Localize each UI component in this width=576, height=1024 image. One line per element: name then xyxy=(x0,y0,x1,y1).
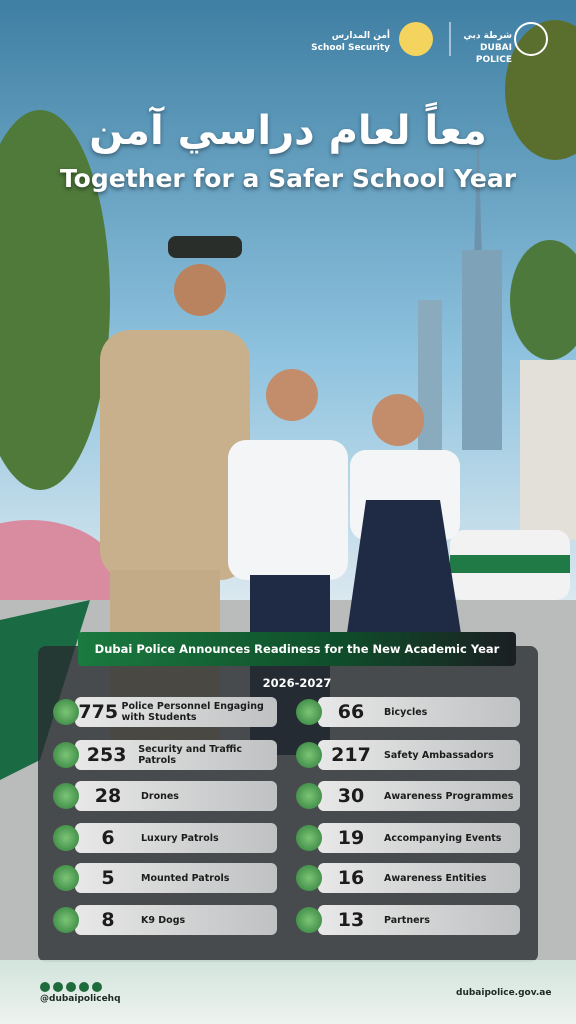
stat-number: 8 xyxy=(101,909,115,931)
stat-label: Accompanying Events xyxy=(384,832,502,844)
stat-icon xyxy=(53,865,79,891)
stat-item: 8 K9 Dogs xyxy=(75,905,277,935)
stat-label: Mounted Patrols xyxy=(141,872,230,884)
stat-item: 217 Safety Ambassadors xyxy=(318,740,520,770)
stat-item: 5 Mounted Patrols xyxy=(75,863,277,893)
stat-label: Luxury Patrols xyxy=(141,832,219,844)
stat-icon xyxy=(53,699,79,725)
stat-number: 6 xyxy=(101,827,115,849)
stat-icon xyxy=(296,907,322,933)
stat-label: K9 Dogs xyxy=(141,914,186,926)
stat-icon xyxy=(53,825,79,851)
stat-icon xyxy=(296,825,322,851)
stat-icon xyxy=(296,742,322,768)
stat-icon xyxy=(296,865,322,891)
stat-number: 28 xyxy=(94,785,122,807)
announcement-banner: Dubai Police Announces Readiness for the… xyxy=(78,632,516,690)
title-arabic: معاً لعام دراسي آمن xyxy=(89,108,487,154)
stat-label: Bicycles xyxy=(384,706,428,718)
footer: @dubaipolicehq dubaipolice.gov.ae xyxy=(0,960,576,1024)
school-logo-text: أمن المدارس School Security xyxy=(310,30,390,54)
social-icon[interactable] xyxy=(79,982,89,992)
stat-icon xyxy=(296,783,322,809)
website[interactable]: dubaipolice.gov.ae xyxy=(456,988,552,998)
stat-number: 13 xyxy=(337,909,365,931)
stat-item: 13 Partners xyxy=(318,905,520,935)
stat-label: Awareness Programmes xyxy=(384,790,514,802)
stat-item: 253 Security and Traffic Patrols xyxy=(75,740,277,770)
stat-item: 19 Accompanying Events xyxy=(318,823,520,853)
stat-icon xyxy=(53,742,79,768)
stat-item: 30 Awareness Programmes xyxy=(318,781,520,811)
stat-icon xyxy=(53,907,79,933)
social-icon[interactable] xyxy=(53,982,63,992)
social-icon[interactable] xyxy=(66,982,76,992)
stat-number: 5 xyxy=(101,867,115,889)
school-logo-ar: أمن المدارس xyxy=(331,31,390,41)
social-icon[interactable] xyxy=(92,982,102,992)
stat-icon xyxy=(53,783,79,809)
police-logo-ar: شرطة دبي xyxy=(463,31,512,41)
stat-item: 775 Police Personnel Engaging with Studen… xyxy=(75,697,277,727)
social-handle[interactable]: @dubaipolicehq xyxy=(40,994,121,1004)
title-english: Together for a Safer School Year xyxy=(59,164,517,193)
stat-number: 253 xyxy=(86,744,127,766)
stat-number: 775 xyxy=(78,701,119,723)
stat-icon xyxy=(296,699,322,725)
police-logo-en: DUBAI POLICE xyxy=(475,43,512,65)
stat-label: Partners xyxy=(384,914,430,926)
stat-label: Drones xyxy=(141,790,179,802)
stat-item: 6 Luxury Patrols xyxy=(75,823,277,853)
stat-number: 16 xyxy=(337,867,365,889)
stat-item: 66 Bicycles xyxy=(318,697,520,727)
stat-label: Police Personnel Engaging with Students xyxy=(121,701,264,723)
social-icons xyxy=(40,982,102,992)
stat-label: Safety Ambassadors xyxy=(384,749,494,761)
social-icon[interactable] xyxy=(40,982,50,992)
police-logo-text: شرطة دبي DUBAI POLICE xyxy=(444,30,512,66)
stat-number: 30 xyxy=(337,785,365,807)
stat-item: 16 Awareness Entities xyxy=(318,863,520,893)
stat-number: 19 xyxy=(337,827,365,849)
stat-number: 217 xyxy=(331,744,371,766)
stat-label: Awareness Entities xyxy=(384,872,487,884)
stat-item: 28 Drones xyxy=(75,781,277,811)
stat-number: 66 xyxy=(337,701,365,723)
school-logo-en: School Security xyxy=(311,43,390,53)
stat-label: Security and Traffic Patrols xyxy=(138,744,242,766)
